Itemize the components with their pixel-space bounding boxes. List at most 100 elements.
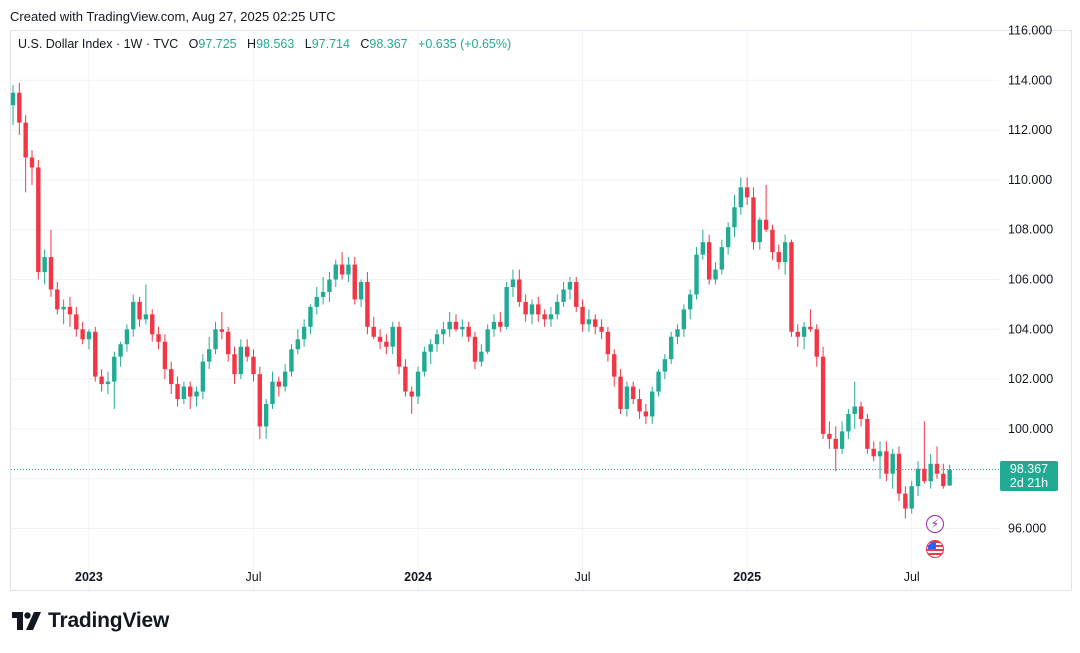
candle-body xyxy=(270,381,275,404)
candle-body xyxy=(650,391,655,417)
candle xyxy=(86,329,92,350)
time-tick-label: Jul xyxy=(246,570,262,584)
candle xyxy=(472,331,478,370)
candle-body xyxy=(93,331,98,377)
candle-body xyxy=(801,326,807,337)
candle xyxy=(668,331,674,365)
candle-body xyxy=(99,376,104,385)
candle-body xyxy=(656,371,661,392)
candle xyxy=(662,354,668,380)
candle-body xyxy=(820,356,826,434)
candle-body xyxy=(17,92,22,123)
candle xyxy=(599,319,604,340)
candle-body xyxy=(903,493,908,509)
candle xyxy=(776,244,781,270)
price-tick-label: 112.000 xyxy=(1008,123,1052,137)
candle xyxy=(10,85,16,126)
candle-body xyxy=(618,376,623,409)
candle-body xyxy=(188,386,193,397)
candle-body xyxy=(55,289,60,310)
candle xyxy=(687,289,693,320)
candle-body xyxy=(561,289,566,302)
candle xyxy=(782,234,788,275)
legend-symbol: U.S. Dollar Index · 1W · TVC xyxy=(18,37,179,51)
candle xyxy=(105,371,111,395)
candle-body xyxy=(365,281,370,327)
candle-body xyxy=(447,321,452,330)
candle xyxy=(852,381,857,429)
candle xyxy=(529,299,535,325)
candle xyxy=(770,224,775,260)
tradingview-logo[interactable]: TradingView xyxy=(12,609,169,633)
candle xyxy=(466,321,471,342)
candle-body xyxy=(858,406,864,419)
candle xyxy=(150,309,155,342)
candle-body xyxy=(441,329,446,335)
price-tick-label: 108.000 xyxy=(1008,223,1053,237)
candle-body xyxy=(947,469,952,486)
candle xyxy=(308,304,313,335)
candle-body xyxy=(61,306,66,310)
candle xyxy=(194,386,199,407)
candle xyxy=(320,277,326,305)
legend-close: 98.367 xyxy=(369,37,408,51)
candle-body xyxy=(301,326,307,340)
candle xyxy=(631,381,636,404)
candle xyxy=(55,281,60,315)
candle-body xyxy=(327,279,332,292)
candle-body xyxy=(105,381,111,385)
candle xyxy=(751,187,756,250)
candle-body xyxy=(763,219,769,230)
candle xyxy=(460,319,465,337)
candle xyxy=(719,239,725,275)
candle xyxy=(206,336,212,370)
candle xyxy=(263,399,269,439)
price-tick-label: 102.000 xyxy=(1008,372,1053,386)
candle xyxy=(422,346,427,377)
chart-frame[interactable] xyxy=(10,30,1072,591)
candle xyxy=(675,324,680,345)
us-flag-icon[interactable] xyxy=(926,540,944,558)
candle-body xyxy=(605,331,611,355)
candle xyxy=(580,299,585,332)
candle-body xyxy=(808,326,813,330)
candle-body xyxy=(877,451,883,457)
candle-body xyxy=(846,413,851,432)
candle xyxy=(820,346,826,439)
legend-change: +0.635 (+0.65%) xyxy=(418,37,512,51)
candle xyxy=(289,344,294,377)
candle-body xyxy=(276,381,282,387)
candle xyxy=(390,321,395,355)
candle xyxy=(618,369,623,414)
candle-body xyxy=(732,207,737,228)
candle xyxy=(238,339,244,380)
candle xyxy=(314,286,319,315)
candle xyxy=(808,309,813,332)
price-tick-label: 106.000 xyxy=(1008,273,1053,287)
candle xyxy=(232,346,237,385)
candle-body xyxy=(744,187,750,198)
candle xyxy=(42,249,47,285)
candle xyxy=(118,341,123,367)
candle-body xyxy=(86,331,92,340)
candle xyxy=(162,334,168,380)
candle-body xyxy=(358,281,364,300)
candle-body xyxy=(169,369,174,385)
candle-body xyxy=(738,187,744,208)
candle xyxy=(858,401,864,427)
candle-body xyxy=(694,254,699,295)
candle xyxy=(453,314,459,332)
candle-body xyxy=(371,326,376,337)
candle xyxy=(257,366,263,439)
time-tick-label: 2023 xyxy=(75,570,103,584)
candle xyxy=(282,364,288,392)
candle xyxy=(884,441,889,482)
candle-body xyxy=(574,281,579,307)
candle xyxy=(74,306,79,337)
candle xyxy=(593,314,598,335)
candle xyxy=(757,217,762,250)
candle-body xyxy=(289,349,294,372)
candle xyxy=(744,177,750,205)
lightning-icon[interactable]: ⚡ xyxy=(926,515,944,533)
